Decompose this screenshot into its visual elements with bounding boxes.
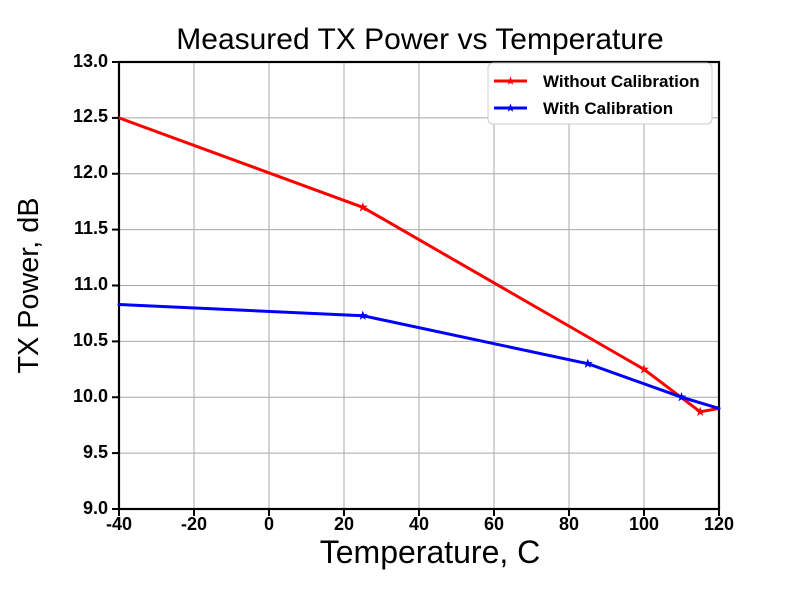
svg-text:9.0: 9.0 <box>83 498 108 518</box>
svg-text:13.0: 13.0 <box>73 51 108 71</box>
svg-text:100: 100 <box>629 514 659 534</box>
svg-text:TX Power, dB: TX Power, dB <box>13 197 45 373</box>
svg-text:0: 0 <box>264 514 274 534</box>
svg-text:9.5: 9.5 <box>83 442 108 462</box>
svg-text:60: 60 <box>484 514 504 534</box>
svg-text:Temperature, C: Temperature, C <box>320 534 541 570</box>
svg-text:12.0: 12.0 <box>73 162 108 182</box>
svg-text:11.5: 11.5 <box>74 218 108 238</box>
svg-text:20: 20 <box>334 514 354 534</box>
svg-text:-20: -20 <box>181 514 207 534</box>
svg-text:80: 80 <box>559 514 579 534</box>
svg-text:With Calibration: With Calibration <box>543 99 673 118</box>
svg-text:Without Calibration: Without Calibration <box>543 72 700 91</box>
svg-text:11.0: 11.0 <box>74 274 108 294</box>
svg-text:12.5: 12.5 <box>73 106 108 126</box>
svg-text:40: 40 <box>409 514 429 534</box>
svg-text:-40: -40 <box>106 514 132 534</box>
svg-text:10.5: 10.5 <box>73 330 108 350</box>
svg-text:10.0: 10.0 <box>73 386 108 406</box>
svg-text:120: 120 <box>704 514 734 534</box>
svg-text:Measured TX Power vs Temperatu: Measured TX Power vs Temperature <box>176 23 663 56</box>
